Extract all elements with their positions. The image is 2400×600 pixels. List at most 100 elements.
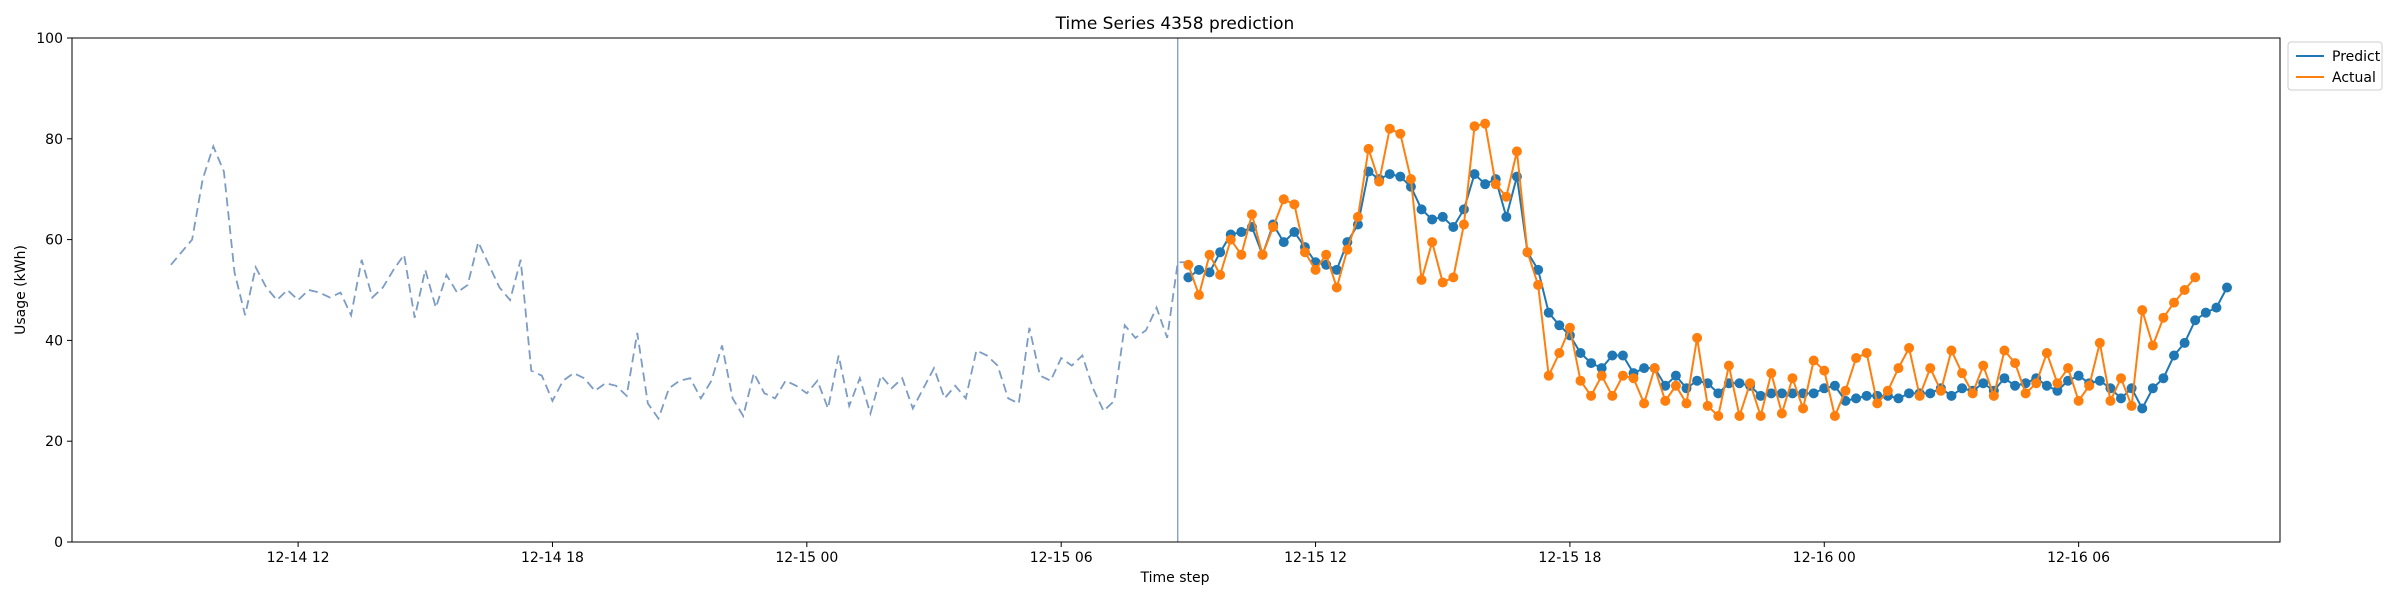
x-tick-label: 12-15 18 [1538, 550, 1601, 566]
predict-point [1193, 264, 1204, 275]
actual-point [1840, 385, 1851, 396]
predict-point [1586, 358, 1597, 369]
predict-point [1861, 390, 1872, 401]
predict-point [1575, 348, 1586, 358]
actual-point [1416, 274, 1427, 285]
chart-title: Time Series 4358 prediction [1055, 14, 1295, 34]
predict-point [2211, 302, 2222, 313]
predict-point [1617, 350, 1628, 361]
actual-point [1914, 390, 1925, 401]
legend: Predict Actual [2287, 41, 2383, 91]
x-tick-label: 12-15 12 [1284, 550, 1347, 566]
predict-point [1427, 214, 1438, 225]
actual-point [1204, 249, 1215, 260]
predict-point [1808, 388, 1819, 399]
actual-point [2052, 378, 2063, 389]
y-tick-label: 0 [54, 535, 63, 551]
predict-point [1554, 320, 1565, 331]
actual-point [1734, 411, 1745, 421]
actual-point [2126, 400, 2137, 411]
actual-point [1988, 390, 1999, 401]
actual-point [2137, 305, 2148, 316]
actual-point [1713, 411, 1724, 421]
predict-point [1533, 264, 1544, 275]
actual-point [1533, 279, 1544, 290]
actual-point [2190, 272, 2201, 283]
actual-point [1607, 390, 1618, 401]
actual-point [1215, 269, 1226, 280]
predict-point [1395, 171, 1406, 182]
predict-point [2179, 337, 2190, 348]
predict-point [1639, 363, 1650, 374]
actual-point [1374, 176, 1385, 187]
actual-point [1236, 249, 1247, 260]
actual-point [1882, 385, 1893, 396]
actual-point [2041, 348, 2052, 358]
predict-point [2222, 282, 2233, 293]
actual-point [1904, 342, 1915, 353]
predict-point [1893, 393, 1904, 404]
predict-point [1469, 169, 1480, 180]
actual-point [1310, 264, 1321, 275]
predict-point [1766, 388, 1777, 399]
actual-point [1957, 368, 1968, 379]
predict-point [1215, 247, 1226, 258]
actual-point [1522, 247, 1533, 258]
actual-point [1851, 353, 1862, 364]
predict-point [1904, 388, 1915, 399]
predict-point [1819, 383, 1830, 394]
y-tick-label: 80 [45, 132, 63, 148]
predict-point [1384, 169, 1395, 180]
actual-point [1893, 363, 1904, 374]
predict-point [1957, 383, 1968, 394]
actual-point [1776, 408, 1787, 419]
predict-point [2126, 383, 2137, 394]
x-axis: 12-14 12 12-14 18 12-15 00 12-15 06 12-15 12… [267, 542, 2110, 566]
predict-point [1734, 378, 1745, 389]
predict-point [1851, 393, 1862, 404]
actual-point [2084, 380, 2095, 391]
actual-point [1490, 179, 1501, 190]
actual-point [2116, 373, 2127, 384]
actual-point [1872, 398, 1883, 409]
y-tick-label: 60 [45, 233, 63, 249]
actual-series-layer [1183, 118, 2201, 421]
actual-point [1458, 219, 1469, 230]
y-axis: 0 20 40 60 80 100 [36, 31, 72, 551]
actual-point [1819, 365, 1830, 376]
actual-point [1342, 244, 1353, 255]
actual-point [1183, 259, 1194, 270]
actual-point [1702, 400, 1713, 411]
actual-point [1564, 322, 1575, 333]
predict-point [2200, 307, 2211, 318]
predict-point [2137, 403, 2148, 414]
predict-point [1289, 227, 1300, 238]
actual-point [1692, 332, 1703, 343]
actual-point [1649, 363, 1660, 374]
predict-point [1501, 211, 1512, 222]
actual-point [1999, 345, 2010, 356]
actual-point [1543, 370, 1554, 381]
predict-point [1278, 237, 1289, 248]
actual-point [1363, 143, 1374, 154]
actual-point [1448, 272, 1459, 283]
legend-predict-label: Predict [2332, 49, 2381, 65]
predict-point [1660, 380, 1671, 391]
actual-point [1861, 348, 1872, 358]
history-series-layer [170, 143, 1189, 421]
predict-point [1755, 390, 1766, 401]
actual-point [1511, 146, 1522, 157]
predict-point [1999, 373, 2010, 384]
actual-point [1554, 348, 1565, 358]
actual-point [2179, 285, 2190, 295]
predict-point [1331, 264, 1342, 275]
actual-point [2020, 388, 2031, 399]
x-tick-label: 12-15 00 [775, 550, 838, 566]
actual-point [2094, 337, 2105, 348]
actual-point [1798, 403, 1809, 414]
predict-point [2147, 383, 2158, 394]
predict-point [1437, 211, 1448, 222]
actual-point [1660, 395, 1671, 406]
actual-point [1427, 237, 1438, 248]
actual-point [1395, 128, 1406, 139]
